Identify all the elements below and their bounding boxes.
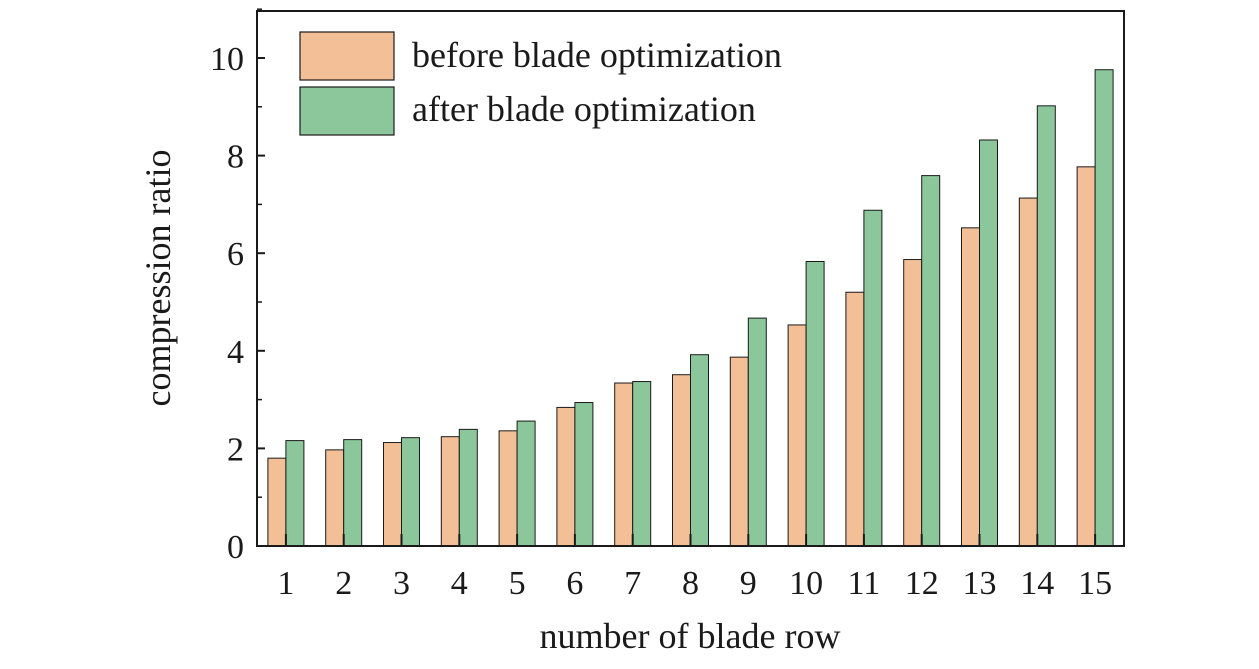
x-tick-label: 4 [451, 565, 468, 602]
x-tick-label: 7 [624, 565, 641, 602]
bar-after-14 [1036, 105, 1056, 547]
bar-before-3 [383, 442, 402, 547]
bar-before-6 [556, 406, 576, 547]
x-tick-label: 9 [740, 565, 757, 602]
bar-before-14 [1018, 197, 1038, 547]
bar-after-10 [805, 260, 825, 547]
legend-swatch-before [299, 31, 395, 81]
x-tick-label: 10 [789, 565, 823, 602]
bar-after-7 [632, 381, 652, 547]
bar-after-15 [1094, 69, 1114, 547]
legend-label-before: before blade optimization [412, 35, 782, 75]
plot-frame [256, 10, 1125, 547]
bar-before-1 [267, 457, 287, 547]
bar-after-9 [747, 317, 767, 547]
legend-swatch-after [299, 86, 395, 136]
bar-after-6 [574, 402, 594, 547]
bar-after-13 [979, 139, 998, 547]
bar-before-15 [1076, 166, 1096, 547]
y-tick-label: 2 [227, 431, 244, 468]
bar-before-4 [440, 436, 460, 547]
y-axis-title: compression ratio [138, 150, 178, 407]
bar-before-7 [614, 382, 634, 547]
y-axis-ticks: 0 2 4 6 8 10 [210, 8, 265, 566]
bar-after-2 [343, 439, 363, 547]
x-tick-label: 14 [1020, 565, 1054, 602]
bar-before-12 [903, 259, 923, 547]
bar-after-1 [285, 440, 305, 547]
x-axis-ticks: 1 2 3 4 5 6 7 8 9 10 11 12 13 14 15 [277, 534, 1112, 602]
legend-label-after: after blade optimization [412, 89, 756, 129]
bar-after-8 [690, 354, 709, 547]
x-tick-label: 3 [393, 565, 410, 602]
x-tick-label: 1 [277, 565, 294, 602]
bar-after-5 [516, 420, 536, 547]
legend: before blade optimization after blade opt… [299, 31, 782, 136]
bar-after-12 [921, 175, 941, 547]
bar-after-11 [863, 209, 883, 547]
x-tick-label: 6 [566, 565, 583, 602]
x-tick-label: 12 [905, 565, 939, 602]
bar-before-13 [961, 227, 980, 547]
x-tick-label: 15 [1078, 565, 1112, 602]
bar-after-4 [458, 428, 478, 547]
y-tick-label: 8 [227, 139, 244, 176]
x-tick-label: 2 [335, 565, 352, 602]
bar-before-8 [672, 374, 691, 547]
x-tick-label: 5 [509, 565, 526, 602]
bar-after-3 [401, 437, 420, 547]
bar-before-9 [729, 356, 749, 547]
bar-before-10 [787, 324, 807, 547]
x-tick-label: 13 [963, 565, 997, 602]
y-tick-label: 6 [227, 236, 244, 273]
y-tick-label: 0 [227, 529, 244, 566]
bar-before-5 [498, 430, 518, 547]
x-axis-title: number of blade row [540, 616, 841, 656]
x-tick-label: 8 [682, 565, 699, 602]
bar-before-2 [325, 449, 345, 547]
y-tick-label: 10 [210, 41, 244, 78]
bar-before-11 [845, 291, 865, 547]
bars-group [267, 69, 1114, 547]
x-tick-label: 11 [848, 565, 881, 602]
y-tick-label: 4 [227, 334, 244, 371]
